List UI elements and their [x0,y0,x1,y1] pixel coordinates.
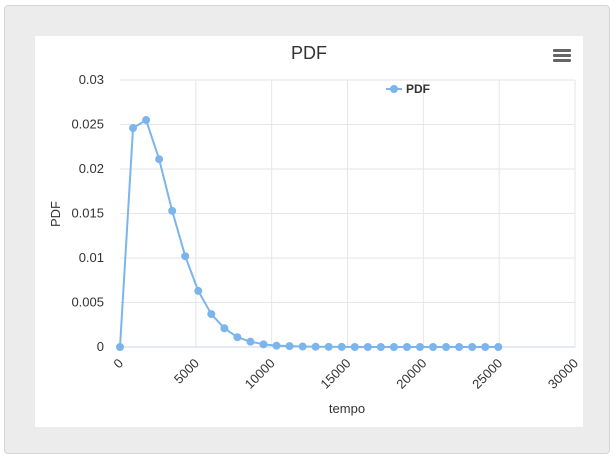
legend-label: PDF [406,82,430,96]
x-axis-label: tempo [329,401,365,416]
data-point [181,252,190,261]
data-point [376,343,385,351]
menu-bar [553,49,571,52]
x-tick-label: 0 [110,356,126,372]
y-tick-label: 0.01 [79,250,104,265]
x-tick-label: 15000 [317,356,353,392]
y-tick-label: 0.025 [71,117,104,132]
data-point [129,124,138,133]
data-point [298,342,307,351]
data-point [494,343,503,351]
x-tick-label: 5000 [171,356,202,387]
data-point [363,343,372,351]
x-tick-label: 20000 [393,356,429,392]
hamburger-icon[interactable] [553,49,571,63]
data-point [116,343,124,351]
data-point [207,310,216,319]
x-tick-label: 25000 [469,356,505,392]
data-point [168,206,177,215]
data-point [468,343,477,351]
grid-lines [120,79,576,347]
data-point [481,343,490,351]
y-tick-labels: 0 0.005 0.01 0.015 0.02 0.025 0.03 [71,72,104,354]
data-point [442,343,451,351]
y-axis-label: PDF [48,201,63,227]
x-tick-label: 10000 [242,356,278,392]
data-point [455,343,464,351]
data-point [233,333,242,342]
x-tick-label: 30000 [545,356,581,392]
data-point [402,343,411,351]
data-point [324,342,333,351]
y-tick-label: 0.015 [71,206,104,221]
x-tick-labels: 0 5000 10000 15000 20000 25000 30000 [110,356,581,392]
y-tick-label: 0.005 [71,295,104,310]
y-tick-label: 0.02 [79,161,104,176]
y-tick-label: 0.03 [79,72,104,87]
data-point [155,155,164,164]
data-point [350,343,359,351]
legend-item-pdf[interactable]: PDF [386,82,430,96]
data-point [389,343,398,351]
data-point [142,116,151,125]
legend-symbol-marker [390,85,398,93]
chart-title: PDF [291,43,327,63]
data-point [337,342,346,351]
data-point [220,324,229,333]
data-point [246,337,255,346]
series-layer [116,116,503,351]
data-point [311,342,320,351]
series-line [119,119,499,348]
data-point [429,343,438,351]
menu-bar [553,54,571,57]
y-tick-label: 0 [97,339,104,354]
data-point [272,341,281,350]
data-point [415,343,424,351]
menu-bar [553,59,571,62]
data-point [194,286,203,295]
data-point [259,340,268,349]
data-point [285,342,294,351]
